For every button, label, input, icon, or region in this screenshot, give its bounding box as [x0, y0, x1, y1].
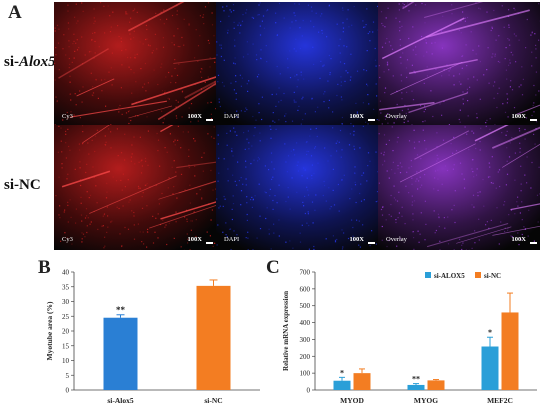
micrograph-image [216, 125, 378, 250]
scale-bar [530, 119, 537, 121]
channel-label: DAPI [224, 236, 240, 243]
bar-si-nc-myog [427, 380, 445, 390]
magnification-label: 100X [511, 113, 526, 120]
micrograph-cy3-si-alox5: Cy3 100X [54, 2, 216, 127]
x-tick-label: si-NC [204, 396, 222, 405]
row-label-si-nc: si-NC [4, 177, 41, 194]
bar-si-nc-mef2c [501, 312, 519, 390]
y-tick-label: 15 [62, 342, 70, 350]
x-tick-label: si-Alox5 [107, 396, 134, 405]
micrograph-texture [378, 125, 540, 250]
magnification-label: 100X [511, 236, 526, 243]
micrograph-fibers [379, 2, 540, 115]
y-tick-label: 200 [300, 353, 311, 361]
bar-si-alox5-myog [407, 384, 425, 390]
chart-c-mrna-expression: 0 100 200 300 400 500 600 700 Relative mRNA expr… [282, 269, 537, 405]
scale-bar [368, 119, 375, 121]
y-tick-label: 25 [62, 313, 70, 321]
micrograph-image [54, 125, 216, 250]
y-tick-label: 40 [62, 269, 70, 277]
significance-marker: ** [116, 305, 126, 315]
y-tick-label: 600 [300, 285, 311, 293]
y-tick-label: 100 [300, 370, 311, 378]
y-axis-label: Myotube area (%) [45, 301, 54, 361]
micrograph-image [378, 125, 540, 250]
legend-swatch [475, 272, 481, 278]
micrograph-texture [378, 2, 540, 127]
channel-label: Cy3 [62, 113, 73, 120]
panel-a-letter: A [8, 2, 22, 23]
bar-si-alox5 [103, 317, 138, 390]
y-tick-label: 10 [62, 357, 70, 365]
scale-bar [368, 242, 375, 244]
x-tick-label: MYOG [414, 396, 438, 405]
bar-si-alox5-myod [333, 380, 351, 390]
channel-label: DAPI [224, 113, 240, 120]
magnification-label: 100X [349, 236, 364, 243]
significance-marker: * [340, 368, 344, 377]
y-tick-label: 0 [66, 387, 70, 395]
x-tick-label: MEF2C [487, 396, 513, 405]
channel-label: Overlay [386, 236, 407, 243]
micrograph-overlay-si-nc: Overlay 100X [378, 125, 540, 250]
micrograph-fibers [399, 125, 540, 248]
y-tick-label: 35 [62, 283, 70, 291]
bar-si-nc [196, 285, 231, 390]
channel-label: Cy3 [62, 236, 73, 243]
magnification-label: 100X [349, 113, 364, 120]
y-axis-label: Relative mRNA expression [282, 291, 290, 371]
y-tick-label: 20 [62, 328, 70, 336]
micrograph-cy3-si-nc: Cy3 100X [54, 125, 216, 250]
micrograph-overlay-si-alox5: Overlay 100X [378, 2, 540, 127]
legend-label: si-NC [484, 272, 501, 280]
micrograph-dapi-si-nc: DAPI 100X [216, 125, 378, 250]
y-tick-label: 5 [66, 372, 70, 380]
row-label-prefix: si- [4, 54, 19, 70]
micrograph-glow [54, 125, 216, 250]
micrograph-fibers [61, 125, 216, 229]
significance-marker: * [488, 328, 492, 337]
micrograph-texture [55, 125, 216, 250]
legend-swatch [425, 272, 431, 278]
y-tick-label: 700 [300, 269, 311, 277]
y-tick-label: 400 [300, 319, 311, 327]
y-tick-label: 500 [300, 302, 311, 310]
micrograph-dapi-si-alox5: DAPI 100X [216, 2, 378, 127]
micrograph-texture [54, 2, 216, 127]
panel-c-letter: C [266, 257, 280, 278]
micrograph-fibers [58, 2, 216, 121]
y-tick-label: 300 [300, 336, 311, 344]
row-label-gene: NC [19, 177, 41, 193]
micrograph-glow [216, 125, 378, 250]
micrograph-image [378, 2, 540, 127]
channel-label: Overlay [386, 113, 407, 120]
significance-marker: ** [412, 375, 420, 384]
magnification-label: 100X [187, 113, 202, 120]
row-label-si-alox5: si-Alox5 [4, 54, 56, 71]
bar-si-alox5-mef2c [481, 346, 499, 390]
chart-b-myotube-area: 0 5 10 15 20 25 30 35 40 Myotube area (%) ** si-Alo… [45, 269, 260, 405]
micrograph-texture [216, 125, 378, 250]
legend-label: si-ALOX5 [434, 272, 465, 280]
micrograph-image [216, 2, 378, 127]
scale-bar [530, 242, 537, 244]
micrograph-image [54, 2, 216, 127]
y-tick-label: 0 [307, 387, 311, 395]
row-label-prefix: si- [4, 177, 19, 193]
y-tick-label: 30 [62, 298, 70, 306]
panel-b-letter: B [38, 257, 51, 278]
micrograph-glow [216, 2, 378, 127]
bar-si-nc-myod [353, 373, 371, 390]
x-tick-label: MYOD [340, 396, 364, 405]
scale-bar [206, 119, 213, 121]
micrograph-glow [378, 125, 540, 250]
row-label-gene: Alox5 [19, 54, 56, 70]
magnification-label: 100X [187, 236, 202, 243]
scale-bar [206, 242, 213, 244]
